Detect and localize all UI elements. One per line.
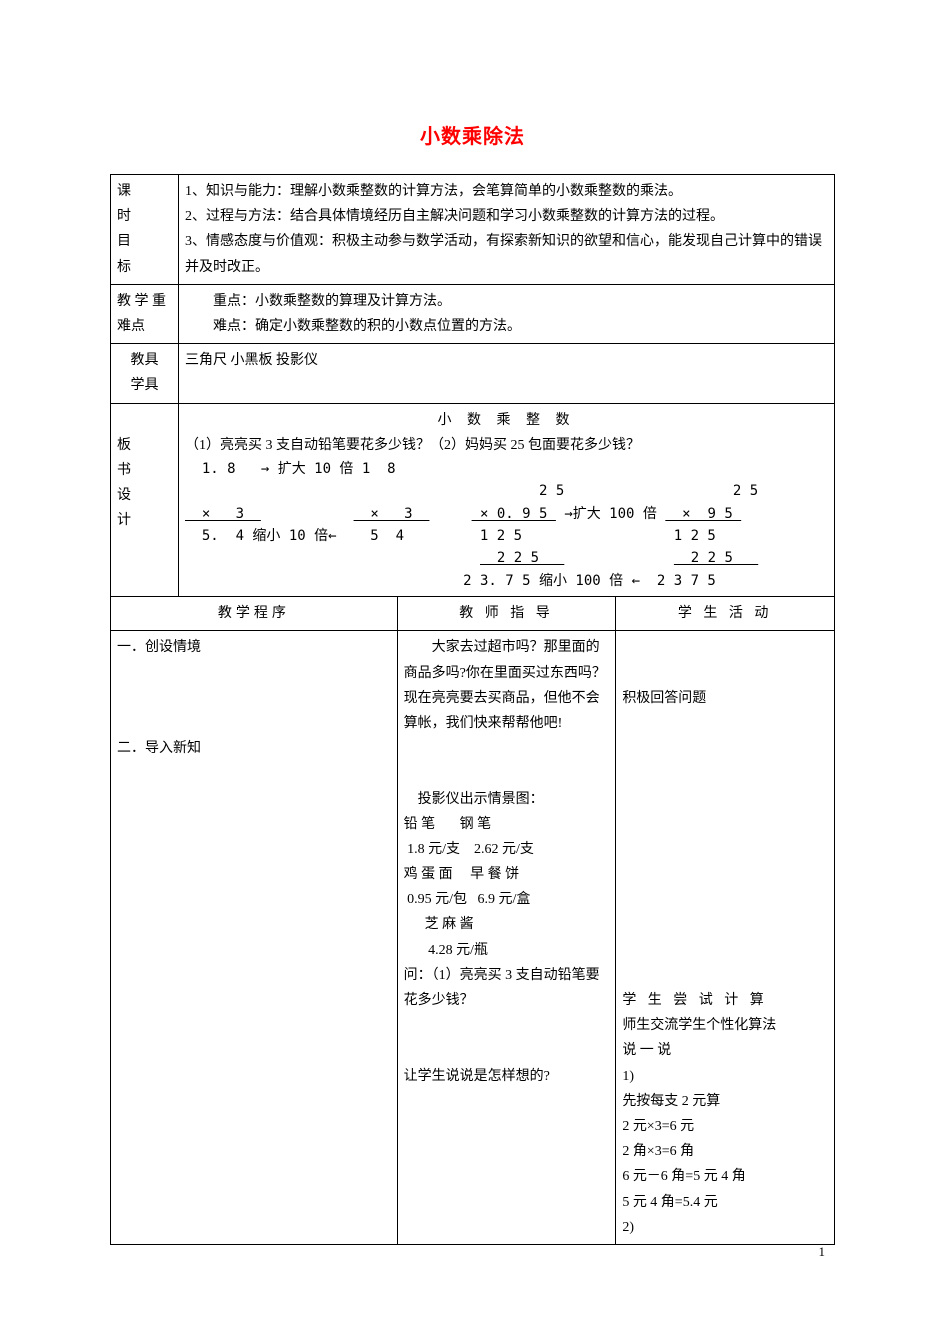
price-pen: 2.62 元/支 [474, 842, 534, 857]
document-page: 小数乘除法 课时目标 1、知识与能力：理解小数乘整数的计算方法，会笔算简单的小数… [0, 0, 945, 1285]
act-say: 说 一 说 [622, 1043, 671, 1058]
act-m5: 6 元－6 角=5 元 4 角 [622, 1169, 745, 1184]
act-m6: 5 元 4 角=5.4 元 [622, 1195, 717, 1210]
objectives-content: 1、知识与能力：理解小数乘整数的计算方法，会笔算简单的小数乘整数的乘法。 2、过… [179, 175, 835, 285]
tools-label: 教具学具 [111, 344, 179, 403]
item-cookie: 早 餐 饼 [470, 867, 519, 882]
item-list: 铅 笔 钢 笔 1.8 元/支 2.62 元/支 鸡 蛋 面 早 餐 饼 0.9… [404, 812, 610, 963]
item-pencil: 铅 笔 [404, 817, 436, 832]
objectives-row: 课时目标 1、知识与能力：理解小数乘整数的计算方法，会笔算简单的小数乘整数的乘法… [111, 175, 835, 285]
board-row: 板书设计 小 数 乘 整 数 （1）亮亮买 3 支自动铅笔要花多少钱？（2）妈妈… [111, 403, 835, 597]
student-activity: 积极回答问题 学 生 尝 试 计 算 师生交流学生个性化算法 说 一 说 1) … [616, 631, 835, 1245]
step-1-title: 一．创设情境 [117, 640, 201, 655]
act-answer: 积极回答问题 [622, 691, 706, 706]
col-activity-header: 学 生 活 动 [616, 597, 835, 631]
price-pencil: 1.8 元/支 [407, 842, 460, 857]
question-1: 问：（1）亮亮买 3 支自动铅笔要花多少钱？ [404, 968, 600, 1008]
board-question: （1）亮亮买 3 支自动铅笔要花多少钱？（2）妈妈买 25 包面要花多少钱？ [185, 433, 828, 458]
act-m3: 2 元×3=6 元 [622, 1119, 694, 1134]
lesson-plan-table: 课时目标 1、知识与能力：理解小数乘整数的计算方法，会笔算简单的小数乘整数的乘法… [110, 174, 835, 1245]
price-sesame: 4.28 元/瓶 [428, 943, 488, 958]
item-pen: 钢 笔 [460, 817, 492, 832]
objective-2: 2、过程与方法：结合具体情境经历自主解决问题和学习小数乘整数的计算方法的过程。 [185, 209, 724, 224]
price-cookie: 6.9 元/盒 [478, 892, 531, 907]
objective-3: 3、情感态度与价值观：积极主动参与数学活动，有探索新知识的欲望和信心，能发现自己… [185, 234, 822, 274]
board-heading: 小 数 乘 整 数 [185, 408, 828, 433]
program-body-row: 一．创设情境 二．导入新知 大家去过超市吗？那里面的商品多吗?你在里面买过东西吗… [111, 631, 835, 1245]
ask-how: 让学生说说是怎样想的? [404, 1069, 550, 1084]
page-number: 1 [819, 1244, 826, 1260]
item-sesame: 芝 麻 酱 [425, 917, 474, 932]
teacher-guide: 大家去过超市吗？那里面的商品多吗?你在里面买过东西吗？现在亮亮要去买商品，但他不… [397, 631, 616, 1245]
guide-intro-1: 大家去过超市吗？那里面的商品多吗?你在里面买过东西吗？现在亮亮要去买商品，但他不… [404, 635, 610, 736]
keypoint-1: 重点：小数乘整数的算理及计算方法。 [185, 289, 828, 314]
keypoints-row: 教 学 重难点 重点：小数乘整数的算理及计算方法。 难点：确定小数乘整数的积的小… [111, 284, 835, 343]
tools-content: 三角尺 小黑板 投影仪 [179, 344, 835, 403]
price-noodle: 0.95 元/包 [407, 892, 467, 907]
act-discuss: 师生交流学生个性化算法 [622, 1018, 776, 1033]
col-program-header: 教学程序 [111, 597, 398, 631]
keypoints-content: 重点：小数乘整数的算理及计算方法。 难点：确定小数乘整数的积的小数点位置的方法。 [179, 284, 835, 343]
keypoints-label: 教 学 重难点 [111, 284, 179, 343]
board-calculation: 1. 8 → 扩大 10 倍 1 8 2 5 2 5 × 3 × 3 × 0. … [185, 458, 828, 592]
act-m2: 先按每支 2 元算 [622, 1094, 720, 1109]
act-m7: 2) [622, 1220, 634, 1235]
act-m1: 1) [622, 1069, 634, 1084]
col-guide-header: 教 师 指 导 [397, 597, 616, 631]
program-header-row: 教学程序 教 师 指 导 学 生 活 动 [111, 597, 835, 631]
board-content: 小 数 乘 整 数 （1）亮亮买 3 支自动铅笔要花多少钱？（2）妈妈买 25 … [179, 403, 835, 597]
item-noodle: 鸡 蛋 面 [404, 867, 453, 882]
step-2-title: 二．导入新知 [117, 741, 201, 756]
act-m4: 2 角×3=6 角 [622, 1144, 694, 1159]
objectives-label: 课时目标 [111, 175, 179, 285]
objective-1: 1、知识与能力：理解小数乘整数的计算方法，会笔算简单的小数乘整数的乘法。 [185, 184, 682, 199]
act-try: 学 生 尝 试 计 算 [622, 993, 768, 1008]
board-label: 板书设计 [111, 403, 179, 597]
tools-row: 教具学具 三角尺 小黑板 投影仪 [111, 344, 835, 403]
guide-projector: 投影仪出示情景图： [404, 787, 610, 812]
program-steps: 一．创设情境 二．导入新知 [111, 631, 398, 1245]
keypoint-2: 难点：确定小数乘整数的积的小数点位置的方法。 [185, 314, 828, 339]
document-title: 小数乘除法 [110, 120, 835, 149]
